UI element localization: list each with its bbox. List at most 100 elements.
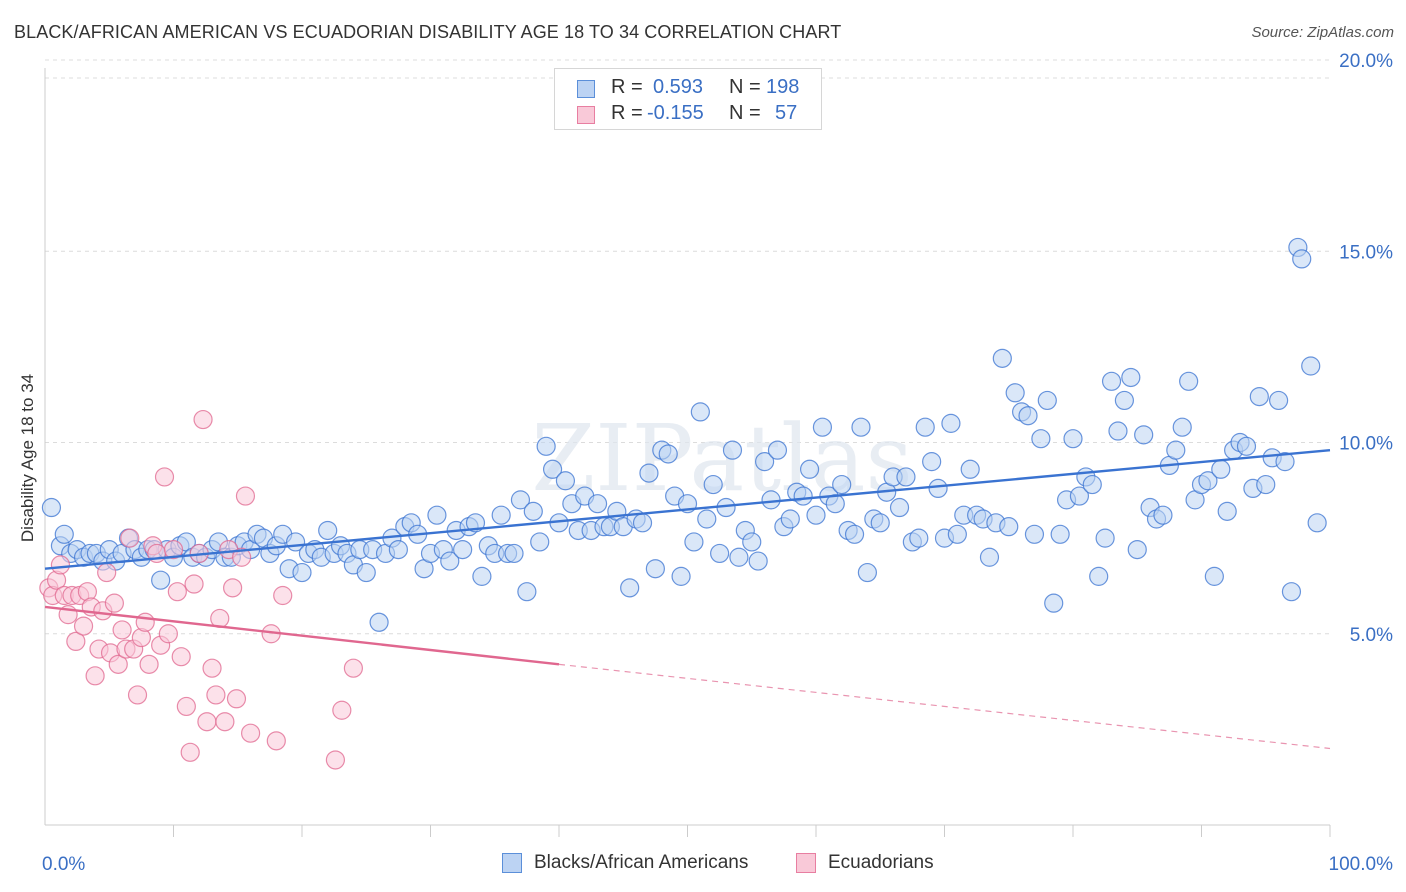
data-point-ecuadorians	[66, 631, 86, 652]
data-point-blacks	[555, 471, 576, 491]
data-point-blacks	[832, 474, 852, 495]
series-ecuadorians	[39, 409, 363, 770]
data-point-blacks	[1268, 390, 1289, 411]
data-point-blacks	[356, 562, 376, 583]
data-point-blacks	[1082, 474, 1102, 495]
trend-line-blacks	[44, 448, 1331, 570]
data-point-blacks	[799, 459, 820, 479]
data-point-ecuadorians	[202, 658, 222, 678]
data-point-blacks	[922, 452, 942, 472]
data-point-blacks	[703, 474, 723, 495]
x-tick-label: 100.0%	[1329, 854, 1394, 875]
data-point-blacks	[388, 539, 408, 560]
data-point-blacks	[1236, 436, 1257, 456]
data-point-blacks	[909, 528, 929, 548]
data-point-ecuadorians	[108, 654, 128, 674]
data-point-blacks	[536, 436, 556, 456]
data-point-blacks	[1217, 501, 1237, 521]
stats-row-ecuadorians: R = -0.155 N = 57	[555, 102, 821, 128]
data-point-ecuadorians	[50, 555, 71, 575]
data-point-blacks	[684, 532, 704, 552]
data-point-blacks	[1108, 421, 1128, 441]
data-point-blacks	[979, 547, 1000, 567]
data-point-ecuadorians	[176, 696, 196, 717]
data-point-blacks	[639, 463, 659, 483]
data-point-blacks	[491, 505, 511, 525]
data-point-ecuadorians	[273, 585, 293, 606]
data-point-blacks	[151, 570, 171, 590]
data-point-blacks	[1166, 440, 1186, 460]
data-point-blacks	[722, 440, 743, 460]
legend-swatch-blacks	[502, 853, 522, 873]
data-point-blacks	[1114, 390, 1135, 411]
data-point-ecuadorians	[154, 467, 175, 487]
data-point-ecuadorians	[104, 593, 124, 613]
stats-n-value: 57	[775, 102, 798, 124]
chart-title: BLACK/AFRICAN AMERICAN VS ECUADORIAN DIS…	[14, 22, 842, 42]
y-tick-label: 20.0%	[1339, 51, 1393, 72]
series-blacks-african-americans	[41, 237, 1327, 632]
data-point-ecuadorians	[266, 731, 286, 751]
data-point-blacks	[54, 524, 74, 544]
data-point-blacks	[1018, 406, 1038, 426]
data-point-blacks	[889, 497, 910, 518]
data-point-ecuadorians	[343, 658, 363, 678]
data-point-blacks	[1301, 356, 1321, 376]
data-point-ecuadorians	[325, 750, 346, 770]
tick-labels: 5.0% 10.0% 15.0% 20.0% 0.0% 100.0%	[42, 51, 1393, 875]
data-point-blacks	[645, 559, 665, 579]
data-point-ecuadorians	[232, 547, 252, 567]
data-point-ecuadorians	[112, 620, 132, 640]
x-tick-label: 0.0%	[42, 854, 85, 875]
data-point-blacks	[851, 417, 871, 437]
legend-swatch-ecuadorians	[796, 853, 816, 873]
stats-r-value: -0.155	[647, 102, 704, 124]
data-point-ecuadorians	[193, 409, 213, 430]
data-point-blacks	[1204, 566, 1224, 586]
data-point-blacks	[928, 478, 948, 498]
data-point-blacks	[1172, 417, 1192, 437]
data-point-blacks	[857, 562, 878, 583]
data-point-blacks	[517, 582, 537, 602]
stats-row-blacks: R = 0.593 N = 198	[555, 76, 821, 102]
y-tick-label: 10.0%	[1339, 434, 1393, 455]
data-point-blacks	[1005, 383, 1025, 403]
data-point-blacks	[754, 452, 775, 472]
data-point-blacks	[632, 513, 653, 533]
data-point-blacks	[1121, 367, 1141, 388]
data-point-blacks	[369, 612, 389, 632]
data-point-blacks	[999, 517, 1019, 537]
data-point-ecuadorians	[135, 612, 155, 632]
data-point-blacks	[504, 543, 524, 564]
data-point-blacks	[620, 578, 640, 598]
data-point-blacks	[1101, 371, 1122, 391]
legend: Blacks/African Americans Ecuadorians	[0, 850, 1406, 880]
chart-source: Source: ZipAtlas.com	[1251, 24, 1394, 41]
data-point-blacks	[1095, 528, 1115, 548]
data-point-blacks	[870, 513, 890, 533]
trend-line-ecuadorians	[44, 605, 560, 666]
data-point-blacks	[1281, 582, 1302, 602]
data-point-blacks	[1069, 486, 1090, 506]
data-point-blacks	[1089, 566, 1109, 586]
data-point-blacks	[41, 497, 62, 518]
data-point-blacks	[812, 417, 833, 437]
data-point-blacks	[658, 444, 678, 464]
stats-r-value: 0.593	[653, 76, 704, 98]
data-point-blacks	[742, 532, 762, 552]
data-point-blacks	[1292, 249, 1312, 269]
data-point-blacks	[1275, 452, 1295, 472]
data-point-blacks	[1249, 387, 1269, 407]
data-point-blacks	[844, 524, 865, 544]
data-point-ecuadorians	[73, 616, 94, 636]
data-point-blacks	[1307, 513, 1327, 533]
data-point-blacks	[1211, 459, 1231, 479]
data-point-blacks	[947, 524, 967, 544]
data-point-blacks	[465, 513, 486, 533]
data-point-blacks	[1179, 371, 1199, 391]
axes	[44, 68, 1331, 837]
data-point-blacks	[292, 562, 312, 583]
data-point-blacks	[793, 486, 813, 506]
trend-lines	[44, 448, 1331, 750]
data-point-ecuadorians	[158, 624, 178, 644]
